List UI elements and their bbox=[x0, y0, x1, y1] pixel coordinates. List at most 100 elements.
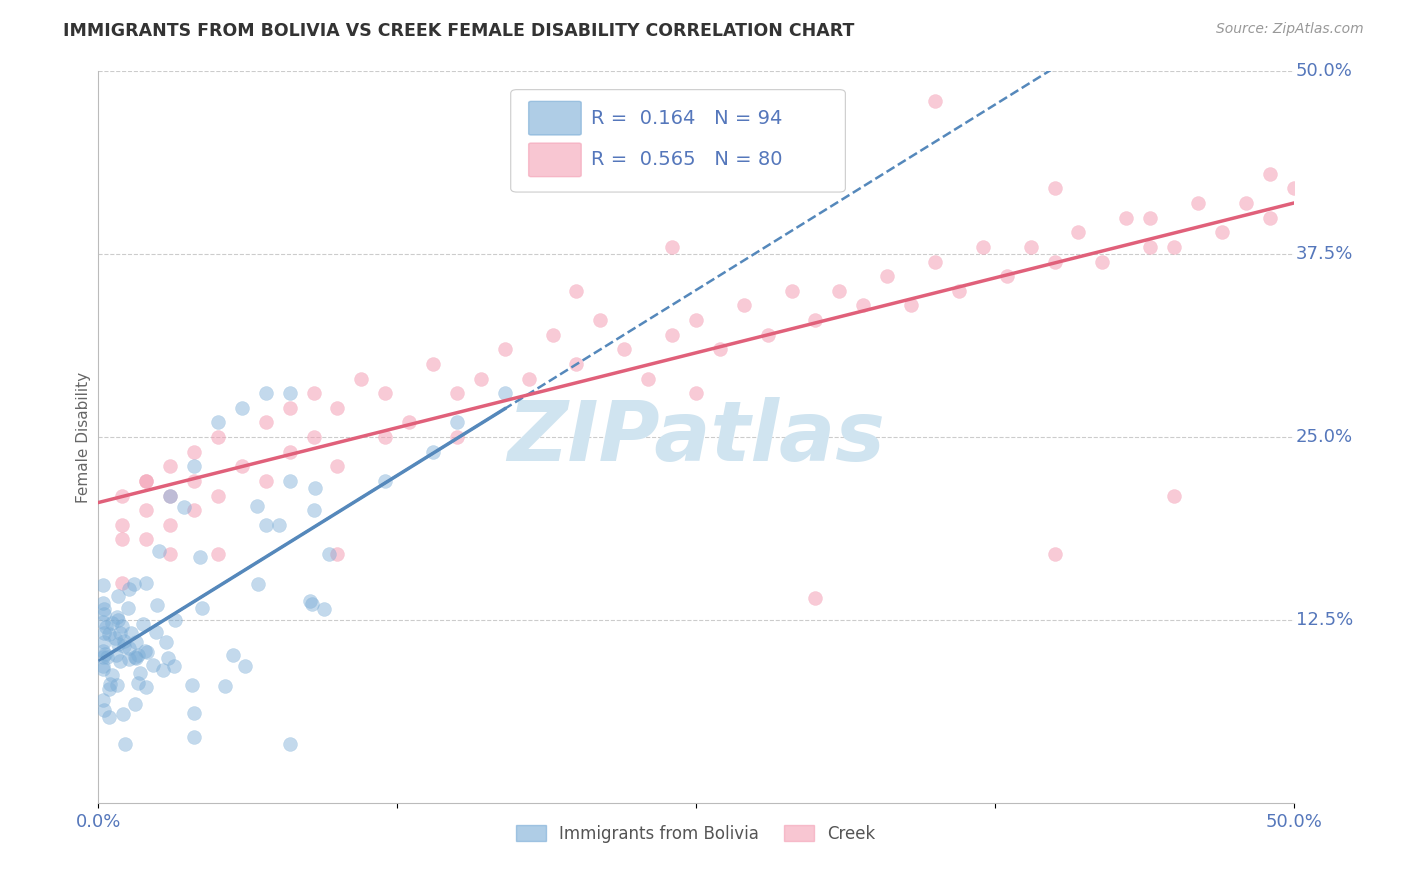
Point bbox=[107, 637, 129, 651]
Point bbox=[995, 269, 1018, 284]
Point bbox=[101, 615, 124, 630]
Point bbox=[91, 650, 114, 665]
Point bbox=[685, 386, 707, 401]
Point bbox=[231, 459, 253, 474]
Point bbox=[96, 650, 118, 665]
Point bbox=[267, 518, 290, 533]
Point bbox=[233, 659, 256, 673]
Point bbox=[254, 386, 277, 401]
Text: R =  0.565   N = 80: R = 0.565 N = 80 bbox=[591, 151, 782, 169]
Point bbox=[91, 578, 114, 592]
Point bbox=[876, 269, 898, 284]
Point bbox=[117, 600, 139, 615]
Point bbox=[326, 547, 349, 561]
Point bbox=[183, 444, 205, 458]
Point bbox=[111, 489, 134, 503]
Point bbox=[804, 591, 827, 605]
Point bbox=[374, 474, 396, 488]
Point bbox=[780, 284, 803, 298]
Point bbox=[134, 643, 156, 657]
Point bbox=[127, 676, 149, 690]
Point bbox=[350, 371, 373, 385]
Point bbox=[207, 430, 229, 444]
Point bbox=[1091, 254, 1114, 268]
Point bbox=[135, 680, 157, 694]
Point bbox=[111, 707, 134, 722]
Point bbox=[1163, 489, 1185, 503]
Point bbox=[91, 615, 114, 629]
Point bbox=[302, 503, 325, 517]
Point bbox=[94, 647, 117, 661]
Point bbox=[565, 357, 588, 371]
Point bbox=[111, 619, 134, 633]
Point bbox=[135, 474, 157, 488]
Point bbox=[180, 678, 202, 692]
Point bbox=[685, 313, 707, 327]
Legend: Immigrants from Bolivia, Creek: Immigrants from Bolivia, Creek bbox=[509, 818, 883, 849]
Point bbox=[105, 678, 128, 692]
Point bbox=[1258, 211, 1281, 225]
Point bbox=[163, 613, 186, 627]
Text: ZIPatlas: ZIPatlas bbox=[508, 397, 884, 477]
Point bbox=[183, 706, 205, 721]
Point bbox=[98, 676, 121, 690]
Point bbox=[135, 474, 157, 488]
Point bbox=[1115, 211, 1137, 225]
Point bbox=[101, 668, 124, 682]
Point bbox=[828, 284, 851, 298]
Point bbox=[852, 298, 875, 312]
Point bbox=[326, 401, 349, 415]
Point bbox=[1043, 547, 1066, 561]
Point bbox=[422, 357, 444, 371]
Point bbox=[183, 459, 205, 474]
Point bbox=[114, 634, 136, 648]
Point bbox=[1043, 254, 1066, 268]
Point bbox=[301, 597, 323, 611]
Point bbox=[183, 474, 205, 488]
Point bbox=[188, 549, 211, 564]
Y-axis label: Female Disability: Female Disability bbox=[76, 371, 91, 503]
Point bbox=[98, 626, 121, 640]
Point bbox=[254, 517, 277, 532]
Point bbox=[278, 737, 301, 751]
Point bbox=[207, 489, 229, 503]
Point bbox=[159, 517, 181, 532]
Point bbox=[214, 679, 236, 693]
Point bbox=[97, 710, 120, 724]
Point bbox=[111, 533, 134, 547]
Text: 25.0%: 25.0% bbox=[1296, 428, 1353, 446]
Point bbox=[304, 481, 326, 495]
Point bbox=[91, 659, 114, 673]
Point bbox=[183, 730, 205, 744]
Point bbox=[494, 386, 516, 401]
Point bbox=[125, 635, 148, 649]
Point bbox=[135, 576, 157, 591]
Point bbox=[222, 648, 245, 662]
Point bbox=[156, 651, 179, 665]
Point bbox=[190, 600, 212, 615]
FancyBboxPatch shape bbox=[529, 143, 581, 177]
Point bbox=[120, 625, 142, 640]
Point bbox=[91, 644, 114, 658]
Point bbox=[142, 658, 165, 673]
Point bbox=[924, 94, 946, 108]
Point bbox=[314, 602, 336, 616]
Point bbox=[207, 416, 229, 430]
Point bbox=[146, 599, 169, 613]
Point bbox=[470, 371, 492, 385]
Point bbox=[1139, 211, 1161, 225]
Point bbox=[93, 702, 115, 716]
Point bbox=[108, 654, 131, 668]
Point bbox=[124, 697, 146, 711]
Point bbox=[98, 682, 121, 697]
Point bbox=[129, 666, 152, 681]
Point bbox=[111, 576, 134, 591]
Point bbox=[1067, 225, 1090, 239]
Point bbox=[517, 371, 540, 385]
Point bbox=[613, 343, 636, 357]
Text: 12.5%: 12.5% bbox=[1296, 611, 1353, 629]
Point bbox=[446, 430, 468, 444]
Point bbox=[132, 616, 155, 631]
Point bbox=[756, 327, 779, 342]
Point bbox=[105, 648, 128, 663]
